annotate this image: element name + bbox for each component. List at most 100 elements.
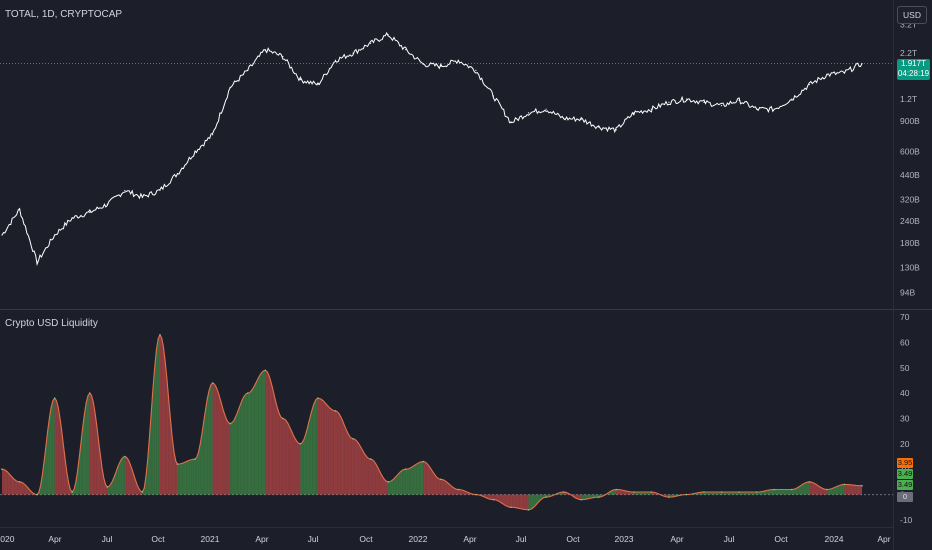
liquidity-area-segment xyxy=(353,438,355,495)
liquidity-area-segment xyxy=(260,372,262,495)
liquidity-area-segment xyxy=(416,463,418,495)
price-point xyxy=(106,203,108,205)
price-point xyxy=(176,172,179,175)
indicator-value-badge-zero: 0 xyxy=(897,492,913,502)
liquidity-area-segment xyxy=(124,456,127,495)
liquidity-area-segment xyxy=(363,452,366,495)
liquidity-area-segment xyxy=(770,489,773,495)
price-plot[interactable] xyxy=(0,31,893,267)
time-axis-label: Jul xyxy=(102,534,113,544)
price-point xyxy=(861,62,863,65)
liquidity-point xyxy=(738,491,740,493)
liquidity-area-segment xyxy=(23,483,25,495)
liquidity-area-segment xyxy=(732,492,734,495)
liquidity-area-segment xyxy=(342,420,345,495)
liquidity-area-segment xyxy=(793,488,796,495)
indicator-axis-label: 30 xyxy=(900,414,910,424)
liquidity-area-segment xyxy=(147,437,150,495)
liquidity-area-segment xyxy=(382,477,385,495)
liquidity-area-segment xyxy=(588,494,590,499)
liquidity-area-segment xyxy=(705,492,708,495)
liquidity-area-segment xyxy=(332,409,334,495)
liquidity-area-segment xyxy=(267,371,269,495)
liquidity-area-segment xyxy=(460,489,462,495)
liquidity-area-segment xyxy=(156,338,159,495)
liquidity-area-segment xyxy=(233,417,236,495)
liquidity-area-segment xyxy=(181,463,183,495)
liquidity-area-segment xyxy=(514,494,517,508)
liquidity-area-segment xyxy=(804,482,806,495)
liquidity-area-segment xyxy=(807,481,810,495)
liquidity-area-segment xyxy=(381,474,383,495)
liquidity-area-segment xyxy=(595,494,597,498)
liquidity-area-segment xyxy=(49,407,52,495)
liquidity-area-segment xyxy=(375,463,378,495)
liquidity-area-segment xyxy=(716,492,719,495)
bar-countdown: 04:28:19 xyxy=(897,69,930,78)
price-axis-label: 94B xyxy=(900,287,915,297)
liquidity-area-segment xyxy=(117,462,120,495)
liquidity-area-segment xyxy=(344,424,346,495)
price-axis-label: 600B xyxy=(900,147,920,157)
liquidity-area-segment xyxy=(711,492,713,495)
liquidity-area-segment xyxy=(851,484,854,495)
price-point xyxy=(369,42,372,44)
liquidity-area-segment xyxy=(765,490,768,495)
liquidity-area-segment xyxy=(449,484,452,495)
liquidity-area-segment xyxy=(361,448,364,495)
time-axis[interactable]: 2020 Apr Jul Oct 2021 Apr Jul Oct 2022 Apr Jul Oct 2… xyxy=(0,534,891,544)
liquidity-area-segment xyxy=(263,370,266,495)
liquidity-area-segment xyxy=(386,481,389,495)
price-point xyxy=(615,129,617,131)
liquidity-point xyxy=(457,488,460,491)
price-axis[interactable]: 3.2T 2.2T 1.2T 900B 600B 440B 320B 240B 180B 130B… xyxy=(900,20,920,298)
liquidity-area-segment xyxy=(168,399,171,495)
liquidity-plot[interactable] xyxy=(0,333,893,511)
liquidity-area-segment xyxy=(798,485,801,495)
liquidity-area-segment xyxy=(256,378,259,495)
liquidity-area-segment xyxy=(114,471,117,495)
time-axis-label: Jul xyxy=(308,534,319,544)
liquidity-area-segment xyxy=(419,461,422,495)
price-point xyxy=(527,112,530,114)
liquidity-area-segment xyxy=(123,456,125,495)
liquidity-area-segment xyxy=(816,484,819,495)
liquidity-area-segment xyxy=(193,459,196,495)
liquidity-area-segment xyxy=(347,433,350,495)
liquidity-area-segment xyxy=(77,457,80,495)
liquidity-area-segment xyxy=(261,370,264,495)
price-axis-label: 2.2T xyxy=(900,48,917,58)
liquidity-area-segment xyxy=(167,379,169,495)
price-point xyxy=(492,95,495,97)
liquidity-point xyxy=(229,422,231,425)
price-point xyxy=(563,117,565,119)
liquidity-area-segment xyxy=(502,494,504,505)
liquidity-area-segment xyxy=(790,489,792,495)
liquidity-area-segment xyxy=(10,475,13,495)
time-axis-label: 2020 xyxy=(0,534,15,544)
price-point xyxy=(440,65,442,67)
liquidity-area-segment xyxy=(454,488,457,495)
currency-button[interactable]: USD xyxy=(897,6,927,24)
last-price-tag: 1.917T 04:28:19 xyxy=(897,59,930,80)
liquidity-area-segment xyxy=(779,489,782,495)
liquidity-area-segment xyxy=(439,478,441,495)
liquidity-point xyxy=(404,468,407,471)
liquidity-area-segment xyxy=(209,384,211,495)
liquidity-area-segment xyxy=(398,471,401,495)
liquidity-area-segment xyxy=(412,465,415,495)
liquidity-point xyxy=(545,496,547,498)
price-point xyxy=(598,126,600,128)
time-axis-label: Apr xyxy=(463,534,476,544)
liquidity-area-segment xyxy=(42,461,45,495)
liquidity-area-segment xyxy=(296,441,299,495)
liquidity-area-segment xyxy=(590,494,592,499)
liquidity-area-segment xyxy=(797,486,799,495)
liquidity-area-segment xyxy=(518,494,520,509)
liquidity-area-segment xyxy=(821,487,824,495)
liquidity-area-segment xyxy=(495,494,497,501)
liquidity-area-segment xyxy=(247,392,250,495)
liquidity-area-segment xyxy=(214,384,217,495)
